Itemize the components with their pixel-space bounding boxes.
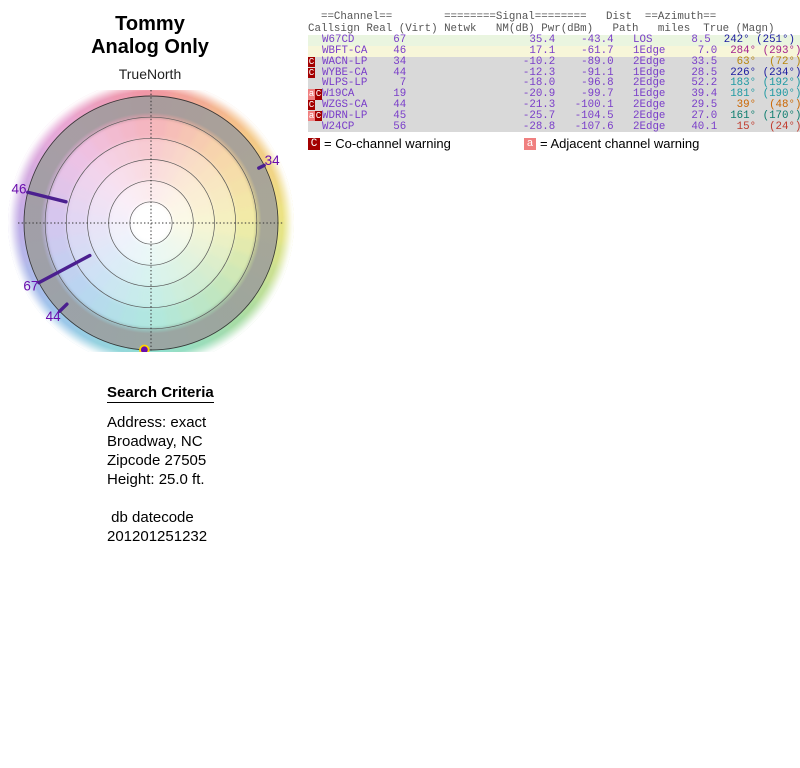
svg-text:46: 46 [12, 182, 27, 197]
svg-text:44: 44 [46, 309, 62, 324]
svg-text:67: 67 [23, 278, 38, 293]
svg-text:34: 34 [265, 153, 281, 168]
